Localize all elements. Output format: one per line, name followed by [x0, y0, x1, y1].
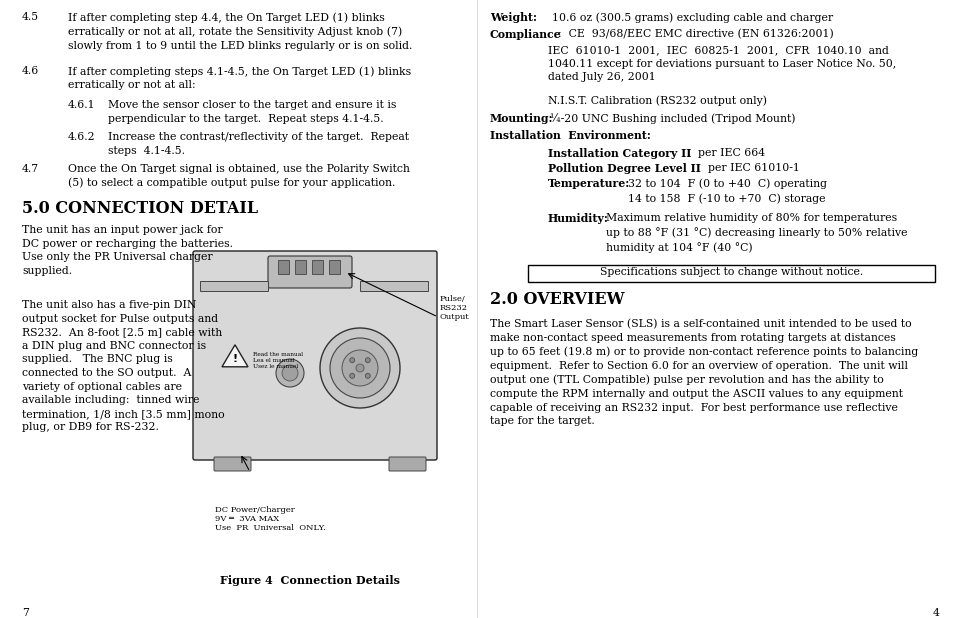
Text: Read the manual
Lea el manual
Usez le manuel: Read the manual Lea el manual Usez le ma… [253, 352, 303, 368]
Text: per IEC 61010-1: per IEC 61010-1 [707, 163, 799, 173]
Text: Compliance: Compliance [490, 29, 561, 40]
Text: :  CE  93/68/EEC EMC directive (EN 61326:2001): : CE 93/68/EEC EMC directive (EN 61326:2… [558, 29, 833, 40]
Circle shape [341, 350, 377, 386]
Text: IEC  61010-1  2001,  IEC  60825-1  2001,  CFR  1040.10  and
1040.11 except for d: IEC 61010-1 2001, IEC 60825-1 2001, CFR … [547, 45, 895, 82]
Circle shape [365, 373, 370, 378]
Text: 4: 4 [932, 608, 939, 618]
Circle shape [350, 373, 355, 378]
Text: 32 to 104  F (0 to +40  C) operating: 32 to 104 F (0 to +40 C) operating [627, 178, 826, 188]
Text: If after completing step 4.4, the On Target LED (1) blinks
erratically or not at: If after completing step 4.4, the On Tar… [68, 12, 412, 51]
FancyBboxPatch shape [193, 251, 436, 460]
Text: Installation Category II: Installation Category II [547, 148, 691, 159]
Text: 5.0 CONNECTION DETAIL: 5.0 CONNECTION DETAIL [22, 200, 258, 217]
Text: 2.0 OVERVIEW: 2.0 OVERVIEW [490, 291, 624, 308]
Text: 14 to 158  F (-10 to +70  C) storage: 14 to 158 F (-10 to +70 C) storage [627, 193, 824, 203]
Text: Temperature:: Temperature: [547, 178, 630, 189]
Bar [329, 260, 339, 274]
Text: 4.6.1: 4.6.1 [68, 100, 95, 110]
Circle shape [282, 365, 297, 381]
Text: Pulse/
RS232
Output: Pulse/ RS232 Output [439, 295, 469, 321]
FancyBboxPatch shape [268, 256, 352, 288]
Bar [277, 260, 289, 274]
Circle shape [350, 358, 355, 363]
Polygon shape [222, 345, 248, 367]
Text: 7: 7 [22, 608, 29, 618]
Text: N.I.S.T. Calibration (RS232 output only): N.I.S.T. Calibration (RS232 output only) [547, 95, 766, 106]
Text: Pollution Degree Level II: Pollution Degree Level II [547, 163, 700, 174]
Text: 4.6: 4.6 [22, 66, 39, 76]
Text: Maximum relative humidity of 80% for temperatures
up to 88 °F (31 °C) decreasing: Maximum relative humidity of 80% for tem… [605, 213, 906, 253]
Text: If after completing steps 4.1-4.5, the On Target LED (1) blinks
erratically or n: If after completing steps 4.1-4.5, the O… [68, 66, 411, 90]
Text: Increase the contrast/reflectivity of the target.  Repeat
steps  4.1-4.5.: Increase the contrast/reflectivity of th… [108, 132, 409, 156]
Text: 10.6 oz (300.5 grams) excluding cable and charger: 10.6 oz (300.5 grams) excluding cable an… [552, 12, 832, 23]
Text: Installation  Environment:: Installation Environment: [490, 130, 650, 141]
Text: DC Power/Charger
9V ═  3VA MAX
Use  PR  Universal  ONLY.: DC Power/Charger 9V ═ 3VA MAX Use PR Uni… [214, 506, 325, 532]
Text: The unit has an input power jack for
DC power or recharging the batteries.
Use o: The unit has an input power jack for DC … [22, 225, 233, 276]
Text: ¼-20 UNC Bushing included (Tripod Mount): ¼-20 UNC Bushing included (Tripod Mount) [550, 113, 795, 124]
Text: The unit also has a five-pin DIN
output socket for Pulse outputs and
RS232.  An : The unit also has a five-pin DIN output … [22, 300, 224, 433]
FancyBboxPatch shape [213, 457, 251, 471]
Text: Mounting:: Mounting: [490, 113, 553, 124]
Bar [294, 260, 306, 274]
Circle shape [330, 338, 390, 398]
Text: 4.6.2: 4.6.2 [68, 132, 95, 142]
Text: !: ! [233, 354, 237, 364]
Text: 4.7: 4.7 [22, 164, 39, 174]
Text: Specifications subject to change without notice.: Specifications subject to change without… [599, 267, 862, 277]
Text: Move the sensor closer to the target and ensure it is
perpendicular to the targe: Move the sensor closer to the target and… [108, 100, 395, 124]
Text: per IEC 664: per IEC 664 [698, 148, 764, 158]
Circle shape [365, 358, 370, 363]
Circle shape [355, 364, 364, 372]
Text: Humidity:: Humidity: [547, 213, 608, 224]
Text: Figure 4  Connection Details: Figure 4 Connection Details [220, 575, 399, 586]
Text: Once the On Target signal is obtained, use the Polarity Switch
(5) to select a c: Once the On Target signal is obtained, u… [68, 164, 410, 188]
Text: 4.5: 4.5 [22, 12, 39, 22]
Bar [527, 265, 934, 282]
Text: Weight:: Weight: [490, 12, 537, 23]
Text: The Smart Laser Sensor (SLS) is a self-contained unit intended to be used to
mak: The Smart Laser Sensor (SLS) is a self-c… [490, 319, 918, 426]
FancyBboxPatch shape [389, 457, 426, 471]
Circle shape [319, 328, 399, 408]
Bar [359, 281, 428, 291]
Bar [200, 281, 268, 291]
Bar [312, 260, 323, 274]
Circle shape [275, 359, 304, 387]
